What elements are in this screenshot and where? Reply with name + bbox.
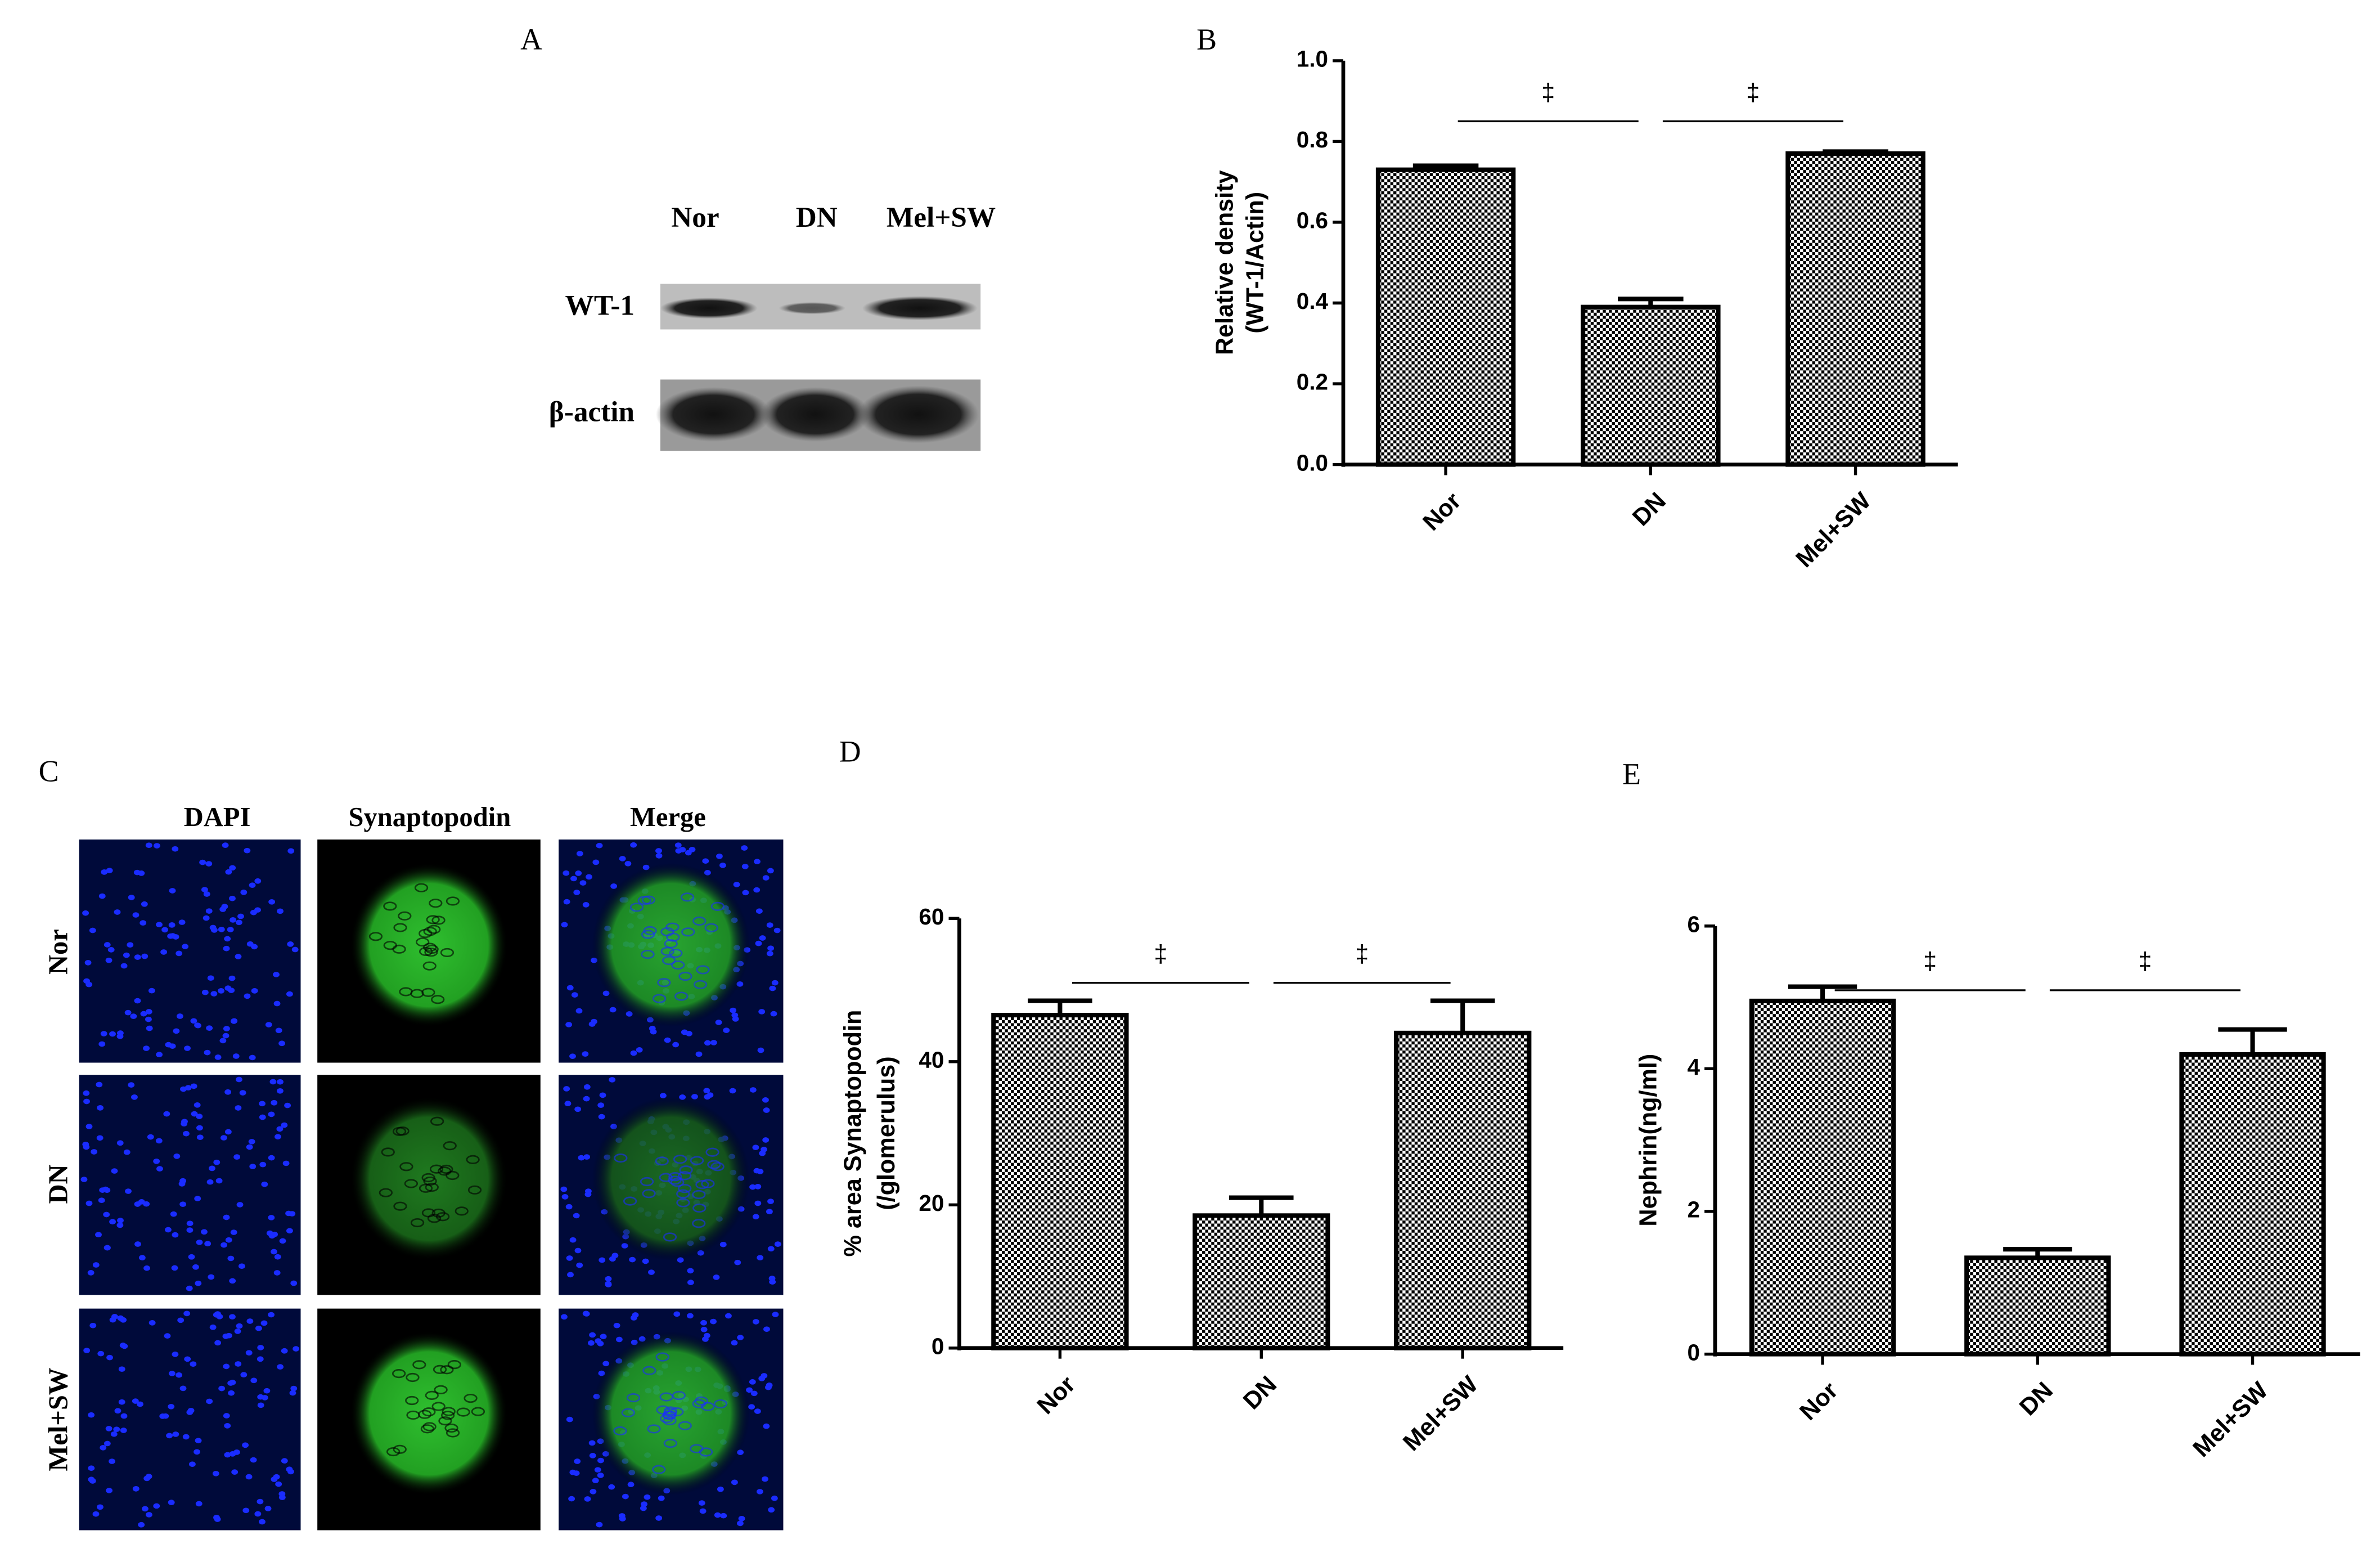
bar	[1375, 167, 1516, 467]
micrograph	[79, 839, 301, 1063]
x-tick-label: Nor	[1032, 1371, 1081, 1420]
blot-band	[660, 297, 758, 319]
error-bar	[1430, 998, 1495, 1033]
micrograph	[79, 1308, 301, 1530]
nuclei	[83, 1310, 300, 1528]
blot-band	[862, 296, 978, 321]
column-label: Merge	[630, 802, 706, 832]
y-axis-label: % area Synaptopodin	[840, 1010, 867, 1257]
blot-band	[779, 302, 846, 315]
stain-texture	[629, 892, 725, 1003]
y-tick-label: 0	[932, 1333, 944, 1359]
bar	[1964, 1255, 2111, 1357]
y-tick-label: 0.8	[1297, 127, 1328, 152]
panel-letter: D	[839, 734, 861, 768]
panel-c: C DAPI Synaptopodin Merge Nor DN Mel+SW	[39, 754, 784, 1530]
x-tick-label: DN	[2014, 1377, 2058, 1421]
stain-texture	[613, 1352, 727, 1474]
panel-letter: E	[1622, 757, 1641, 791]
y-axis-label: Nephrin(ng/ml)	[1635, 1054, 1662, 1227]
bar-chart: D % area Synaptopodin (/glomerulus) 0 20 40 60…	[839, 734, 1564, 1456]
x-tick-label: Mel+SW	[1790, 487, 1876, 573]
stain-texture	[386, 1360, 485, 1457]
error-bar	[1028, 998, 1092, 1016]
significance-marker: ‡	[1746, 79, 1760, 106]
y-tick-label: 0	[1688, 1339, 1700, 1365]
y-tick-label: 0.6	[1297, 208, 1328, 234]
x-tick-label: DN	[1238, 1371, 1282, 1415]
y-tick-label: 0.0	[1297, 450, 1328, 475]
glomerulus-stain	[350, 1097, 508, 1261]
error-bar	[1788, 984, 1857, 1001]
panel-letter: B	[1196, 23, 1217, 56]
bar-chart: B Relative density (WT-1/Actin) 0.0 0.2 0.4 0.…	[1196, 23, 1958, 573]
stain-texture	[379, 1116, 482, 1228]
blot-band	[760, 387, 870, 442]
bar	[1581, 304, 1721, 467]
bar	[1749, 998, 1896, 1357]
error-bar	[2218, 1027, 2287, 1054]
significance-marker: ‡	[1355, 941, 1369, 968]
bar-chart: E Nephrin(ng/ml) 0 2 4 6 Nor DN Mel+SW ‡ ‡	[1622, 757, 2360, 1462]
bar	[1394, 1030, 1532, 1350]
x-tick-label: DN	[1627, 487, 1671, 531]
column-label: DAPI	[184, 802, 251, 832]
y-tick-label: 1.0	[1297, 46, 1328, 72]
bar	[1785, 151, 1925, 467]
nuclei	[82, 842, 299, 1061]
stain-texture	[614, 1147, 725, 1242]
row-label: Mel+SW	[43, 1368, 73, 1471]
panel-letter: C	[39, 754, 59, 788]
y-axis-label: Relative density	[1212, 170, 1239, 355]
lane-label: Mel+SW	[887, 201, 996, 234]
row-label: β-actin	[549, 396, 635, 428]
y-tick-label: 2	[1688, 1197, 1700, 1223]
y-tick-label: 4	[1688, 1054, 1700, 1080]
y-tick-label: 0.2	[1297, 369, 1328, 395]
significance-marker: ‡	[1923, 948, 1937, 975]
row-label: WT-1	[565, 289, 635, 321]
significance-marker: ‡	[1154, 941, 1167, 968]
bar	[2179, 1052, 2326, 1357]
bar	[991, 1013, 1129, 1350]
y-tick-label: 60	[919, 904, 944, 930]
y-tick-label: 0.4	[1297, 288, 1329, 314]
glomerulus-stain	[350, 863, 508, 1027]
column-label: Synaptopodin	[348, 802, 511, 832]
significance-marker: ‡	[1541, 79, 1555, 106]
x-tick-label: Mel+SW	[1398, 1371, 1483, 1456]
panel-a: A Nor DN Mel+SW WT-1 β-actin	[520, 23, 996, 451]
lane-label: DN	[796, 201, 838, 234]
error-bar	[1229, 1195, 1294, 1216]
y-axis-label: (WT-1/Actin)	[1242, 192, 1269, 334]
glomerulus-stain	[592, 863, 750, 1027]
y-tick-label: 20	[919, 1190, 944, 1216]
blot-band	[857, 385, 979, 443]
row-label: Nor	[43, 929, 73, 975]
y-tick-label: 40	[919, 1047, 944, 1072]
bar	[1193, 1213, 1330, 1350]
blot-band	[655, 387, 771, 442]
x-tick-label: Nor	[1418, 487, 1466, 536]
lane-label: Nor	[671, 201, 719, 234]
x-tick-label: Nor	[1794, 1377, 1843, 1426]
stain-texture	[368, 883, 460, 1004]
y-axis-label: (/glomerulus)	[873, 1056, 900, 1210]
row-label: DN	[43, 1164, 73, 1204]
y-tick-label: 6	[1688, 911, 1700, 937]
nuclei	[80, 1076, 298, 1291]
x-tick-label: Mel+SW	[2188, 1377, 2273, 1462]
panel-letter: A	[520, 23, 542, 56]
significance-marker: ‡	[2138, 948, 2152, 975]
charts: B Relative density (WT-1/Actin) 0.0 0.2 0.4 0.…	[839, 23, 2360, 1462]
